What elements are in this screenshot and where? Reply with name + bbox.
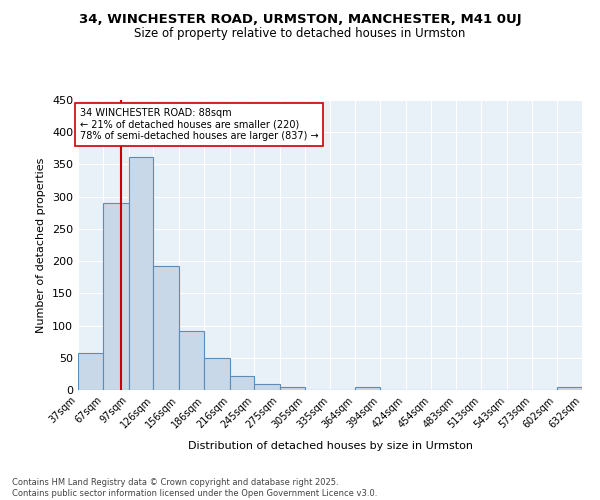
Bar <box>204 358 230 390</box>
Bar <box>154 266 179 390</box>
Bar <box>103 203 129 390</box>
Y-axis label: Number of detached properties: Number of detached properties <box>37 158 46 332</box>
Text: Contains HM Land Registry data © Crown copyright and database right 2025.
Contai: Contains HM Land Registry data © Crown c… <box>12 478 377 498</box>
Text: 34, WINCHESTER ROAD, URMSTON, MANCHESTER, M41 0UJ: 34, WINCHESTER ROAD, URMSTON, MANCHESTER… <box>79 12 521 26</box>
Bar <box>355 388 380 390</box>
Bar <box>78 354 103 390</box>
Bar <box>254 384 280 390</box>
Text: 34 WINCHESTER ROAD: 88sqm
← 21% of detached houses are smaller (220)
78% of semi: 34 WINCHESTER ROAD: 88sqm ← 21% of detac… <box>80 108 319 141</box>
Text: Size of property relative to detached houses in Urmston: Size of property relative to detached ho… <box>134 28 466 40</box>
Bar <box>280 387 305 390</box>
Bar <box>230 376 254 390</box>
X-axis label: Distribution of detached houses by size in Urmston: Distribution of detached houses by size … <box>187 441 473 451</box>
Bar <box>179 332 204 390</box>
Bar <box>129 156 154 390</box>
Bar <box>557 388 582 390</box>
